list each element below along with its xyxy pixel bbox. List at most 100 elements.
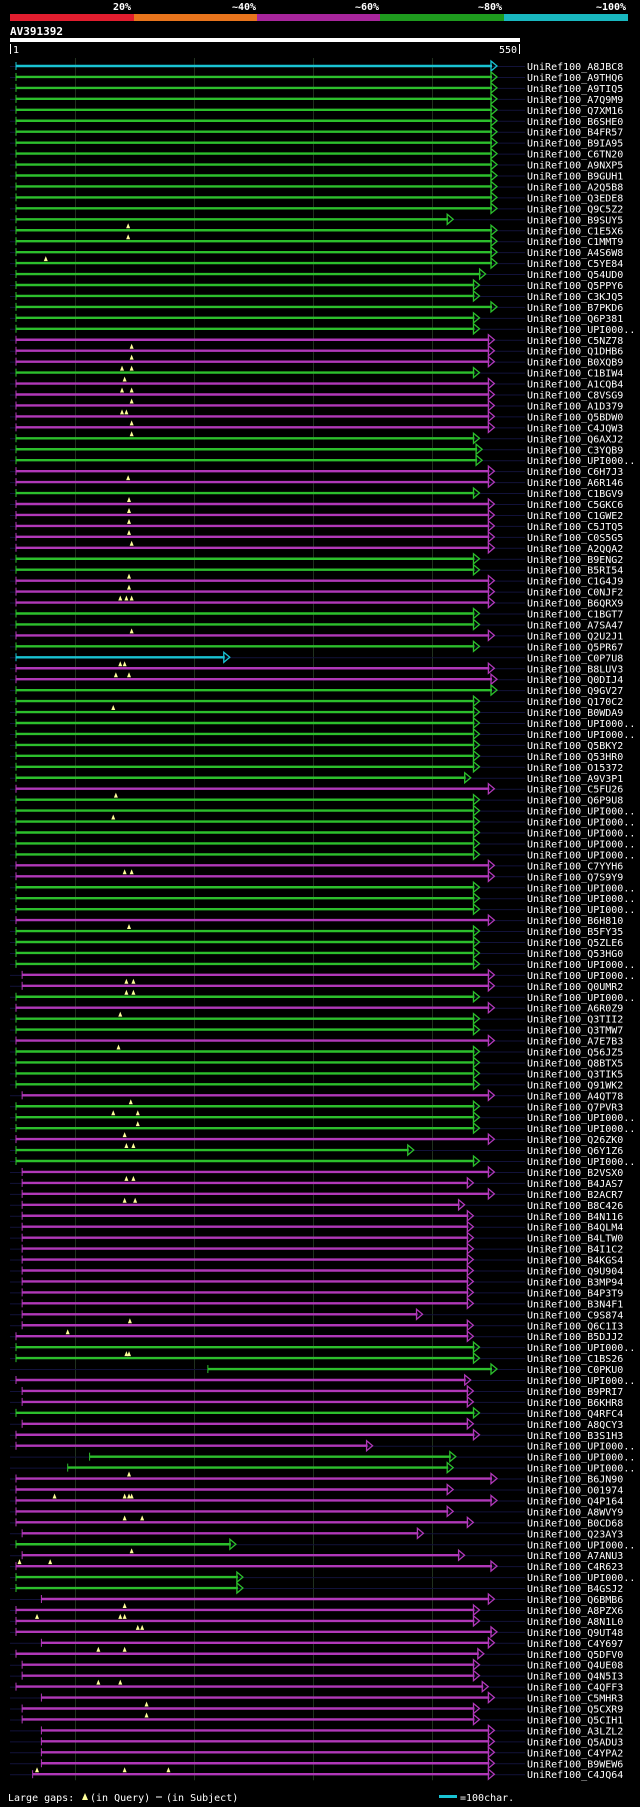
hit-label[interactable]: UniRef100_UPI000.. — [527, 1442, 635, 1453]
hit-label[interactable]: UniRef100_A8N1L0 — [527, 1617, 623, 1628]
hit-label[interactable]: UniRef100_C0NJF2 — [527, 588, 623, 599]
hit-label[interactable]: UniRef100_A8JBC8 — [527, 62, 623, 73]
hit-label[interactable]: UniRef100_C4YPA2 — [527, 1748, 623, 1759]
hit-label[interactable]: UniRef100_Q9UT48 — [527, 1628, 623, 1639]
hit-label[interactable]: UniRef100_B4N116 — [527, 1212, 623, 1223]
hit-label[interactable]: UniRef100_UPI000.. — [527, 1113, 635, 1124]
hit-label[interactable]: UniRef100_B6QRX9 — [527, 599, 623, 610]
hit-label[interactable]: UniRef100_UPI000.. — [527, 1464, 635, 1475]
hit-label[interactable]: UniRef100_C1MMT9 — [527, 237, 623, 248]
hit-label[interactable]: UniRef100_Q4RFC4 — [527, 1409, 623, 1420]
hit-label[interactable]: UniRef100_Q2U2J1 — [527, 631, 623, 642]
hit-label[interactable]: UniRef100_Q53HG0 — [527, 949, 623, 960]
hit-label[interactable]: UniRef100_UPI000.. — [527, 1573, 635, 1584]
hit-label[interactable]: UniRef100_C4Y697 — [527, 1639, 623, 1650]
hit-label[interactable]: UniRef100_Q9GV27 — [527, 686, 623, 697]
hit-label[interactable]: UniRef100_B9ENG2 — [527, 555, 623, 566]
hit-label[interactable]: UniRef100_UPI000.. — [527, 993, 635, 1004]
hit-label[interactable]: UniRef100_Q5BDW0 — [527, 412, 623, 423]
hit-label[interactable]: UniRef100_C1BGT7 — [527, 610, 623, 621]
hit-label[interactable]: UniRef100_C6H7J3 — [527, 467, 623, 478]
hit-label[interactable]: UniRef100_C4R623 — [527, 1562, 623, 1573]
hit-label[interactable]: UniRef100_C9S874 — [527, 1310, 623, 1321]
hit-label[interactable]: UniRef100_A7Q9M9 — [527, 95, 623, 106]
hit-label[interactable]: UniRef100_O01974 — [527, 1486, 623, 1497]
hit-label[interactable]: UniRef100_Q5ADU3 — [527, 1737, 623, 1748]
hit-label[interactable]: UniRef100_A4S6W8 — [527, 248, 623, 259]
hit-label[interactable]: UniRef100_UPI000.. — [527, 894, 635, 905]
hit-label[interactable]: UniRef100_A2Q5B8 — [527, 182, 623, 193]
hit-label[interactable]: UniRef100_B8C426 — [527, 1201, 623, 1212]
hit-label[interactable]: UniRef100_UPI000.. — [527, 1124, 635, 1135]
hit-label[interactable]: UniRef100_C1BIW4 — [527, 369, 623, 380]
hit-label[interactable]: UniRef100_Q9U904 — [527, 1267, 623, 1278]
hit-label[interactable]: UniRef100_A9TIQ5 — [527, 84, 623, 95]
hit-label[interactable]: UniRef100_Q5ZLE6 — [527, 938, 623, 949]
hit-label[interactable]: UniRef100_Q5PPY6 — [527, 281, 623, 292]
hit-label[interactable]: UniRef100_B3N4F1 — [527, 1299, 623, 1310]
hit-label[interactable]: UniRef100_B4LTW0 — [527, 1234, 623, 1245]
hit-label[interactable]: UniRef100_Q5PR67 — [527, 642, 623, 653]
hit-label[interactable]: UniRef100_B4GSJ2 — [527, 1584, 623, 1595]
hit-label[interactable]: UniRef100_B4P3T9 — [527, 1288, 623, 1299]
hit-label[interactable]: UniRef100_UPI000.. — [527, 1540, 635, 1551]
hit-label[interactable]: UniRef100_O15372 — [527, 763, 623, 774]
hit-label[interactable]: UniRef100_Q7XM16 — [527, 106, 623, 117]
hit-label[interactable]: UniRef100_A7E7B3 — [527, 1037, 623, 1048]
hit-label[interactable]: UniRef100_Q5CIH1 — [527, 1715, 623, 1726]
hit-label[interactable]: UniRef100_C8VSG9 — [527, 391, 623, 402]
hit-label[interactable]: UniRef100_A9THQ6 — [527, 73, 623, 84]
hit-label[interactable]: UniRef100_UPI000.. — [527, 1453, 635, 1464]
hit-label[interactable]: UniRef100_B4FR57 — [527, 128, 623, 139]
hit-label[interactable]: UniRef100_C0PKU0 — [527, 1365, 623, 1376]
hit-label[interactable]: UniRef100_Q5DFV0 — [527, 1650, 623, 1661]
hit-label[interactable]: UniRef100_C4JQW3 — [527, 423, 623, 434]
hit-label[interactable]: UniRef100_C3KJQ5 — [527, 292, 623, 303]
hit-label[interactable]: UniRef100_Q170C2 — [527, 697, 623, 708]
hit-label[interactable]: UniRef100_Q3TII2 — [527, 1015, 623, 1026]
hit-label[interactable]: UniRef100_B8LUV3 — [527, 664, 623, 675]
hit-label[interactable]: UniRef100_C6TN20 — [527, 150, 623, 161]
hit-label[interactable]: UniRef100_B6H810 — [527, 916, 623, 927]
hit-label[interactable]: UniRef100_UPI000.. — [527, 1343, 635, 1354]
hit-label[interactable]: UniRef100_UPI000.. — [527, 719, 635, 730]
hit-label[interactable]: UniRef100_B9GUH1 — [527, 172, 623, 183]
hit-label[interactable]: UniRef100_C1G4J9 — [527, 577, 623, 588]
hit-label[interactable]: UniRef100_A8WVY9 — [527, 1507, 623, 1518]
hit-label[interactable]: UniRef100_B9WEW6 — [527, 1759, 623, 1770]
hit-label[interactable]: UniRef100_Q3EDE8 — [527, 193, 623, 204]
hit-label[interactable]: UniRef100_Q5BKY2 — [527, 741, 623, 752]
hit-label[interactable]: UniRef100_Q7PVR3 — [527, 1102, 623, 1113]
hit-label[interactable]: UniRef100_A2QQA2 — [527, 544, 623, 555]
hit-label[interactable]: UniRef100_Q6P9U8 — [527, 796, 623, 807]
hit-label[interactable]: UniRef100_C5YE84 — [527, 259, 623, 270]
hit-label[interactable]: UniRef100_UPI000.. — [527, 1157, 635, 1168]
hit-label[interactable]: UniRef100_B6JN90 — [527, 1475, 623, 1486]
hit-label[interactable]: UniRef100_UPI000.. — [527, 325, 635, 336]
hit-label[interactable]: UniRef100_B3MP94 — [527, 1277, 623, 1288]
hit-label[interactable]: UniRef100_Q5CXR9 — [527, 1705, 623, 1716]
hit-label[interactable]: UniRef100_A4QT78 — [527, 1091, 623, 1102]
hit-label[interactable]: UniRef100_C5NZ78 — [527, 336, 623, 347]
hit-label[interactable]: UniRef100_B4I1C2 — [527, 1245, 623, 1256]
hit-label[interactable]: UniRef100_Q54UD0 — [527, 270, 623, 281]
hit-label[interactable]: UniRef100_Q0DIJ4 — [527, 675, 623, 686]
hit-label[interactable]: UniRef100_Q8BTX5 — [527, 1058, 623, 1069]
hit-label[interactable]: UniRef100_Q6Y1Z6 — [527, 1146, 623, 1157]
hit-label[interactable]: UniRef100_UPI000.. — [527, 829, 635, 840]
hit-label[interactable]: UniRef100_B5FY35 — [527, 927, 623, 938]
hit-label[interactable]: UniRef100_B2VSX0 — [527, 1168, 623, 1179]
hit-label[interactable]: UniRef100_C3YQB9 — [527, 445, 623, 456]
hit-label[interactable]: UniRef100_A7ANU3 — [527, 1551, 623, 1562]
hit-label[interactable]: UniRef100_C0S5G5 — [527, 533, 623, 544]
hit-label[interactable]: UniRef100_A9V3P1 — [527, 774, 623, 785]
hit-label[interactable]: UniRef100_A8PZX6 — [527, 1606, 623, 1617]
hit-label[interactable]: UniRef100_B4KGS4 — [527, 1256, 623, 1267]
hit-label[interactable]: UniRef100_Q23AY3 — [527, 1529, 623, 1540]
hit-label[interactable]: UniRef100_C1BGV9 — [527, 489, 623, 500]
hit-label[interactable]: UniRef100_A8QCY3 — [527, 1420, 623, 1431]
hit-label[interactable]: UniRef100_Q91WK2 — [527, 1080, 623, 1091]
hit-label[interactable]: UniRef100_C1BS26 — [527, 1354, 623, 1365]
hit-label[interactable]: UniRef100_UPI000.. — [527, 839, 635, 850]
hit-label[interactable]: UniRef100_C4QFF3 — [527, 1683, 623, 1694]
